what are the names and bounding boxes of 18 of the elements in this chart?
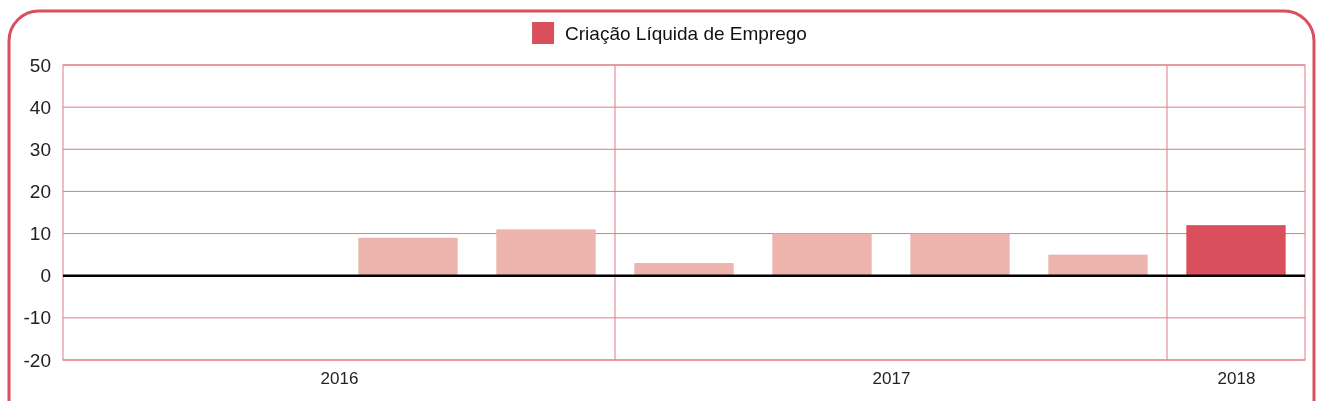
bar (496, 229, 596, 276)
y-tick-label: 0 (40, 265, 51, 287)
y-tick-label: 50 (29, 54, 51, 76)
y-tick-label: -10 (23, 307, 51, 329)
bar (772, 233, 872, 276)
bar (1048, 254, 1148, 276)
x-tick-label: 2018 (1217, 369, 1256, 389)
bar (910, 233, 1010, 276)
bar (358, 237, 458, 276)
y-tick-label: 30 (29, 138, 51, 160)
x-tick-label: 2016 (320, 369, 359, 389)
legend-label: Criação Líquida de Emprego (565, 23, 807, 44)
x-tick-label: 2017 (872, 369, 911, 389)
y-tick-label: 40 (29, 96, 51, 118)
y-tick-label: -20 (23, 349, 51, 371)
bar (1186, 225, 1286, 276)
y-tick-label: 20 (29, 181, 51, 203)
y-tick-label: 10 (29, 223, 51, 245)
